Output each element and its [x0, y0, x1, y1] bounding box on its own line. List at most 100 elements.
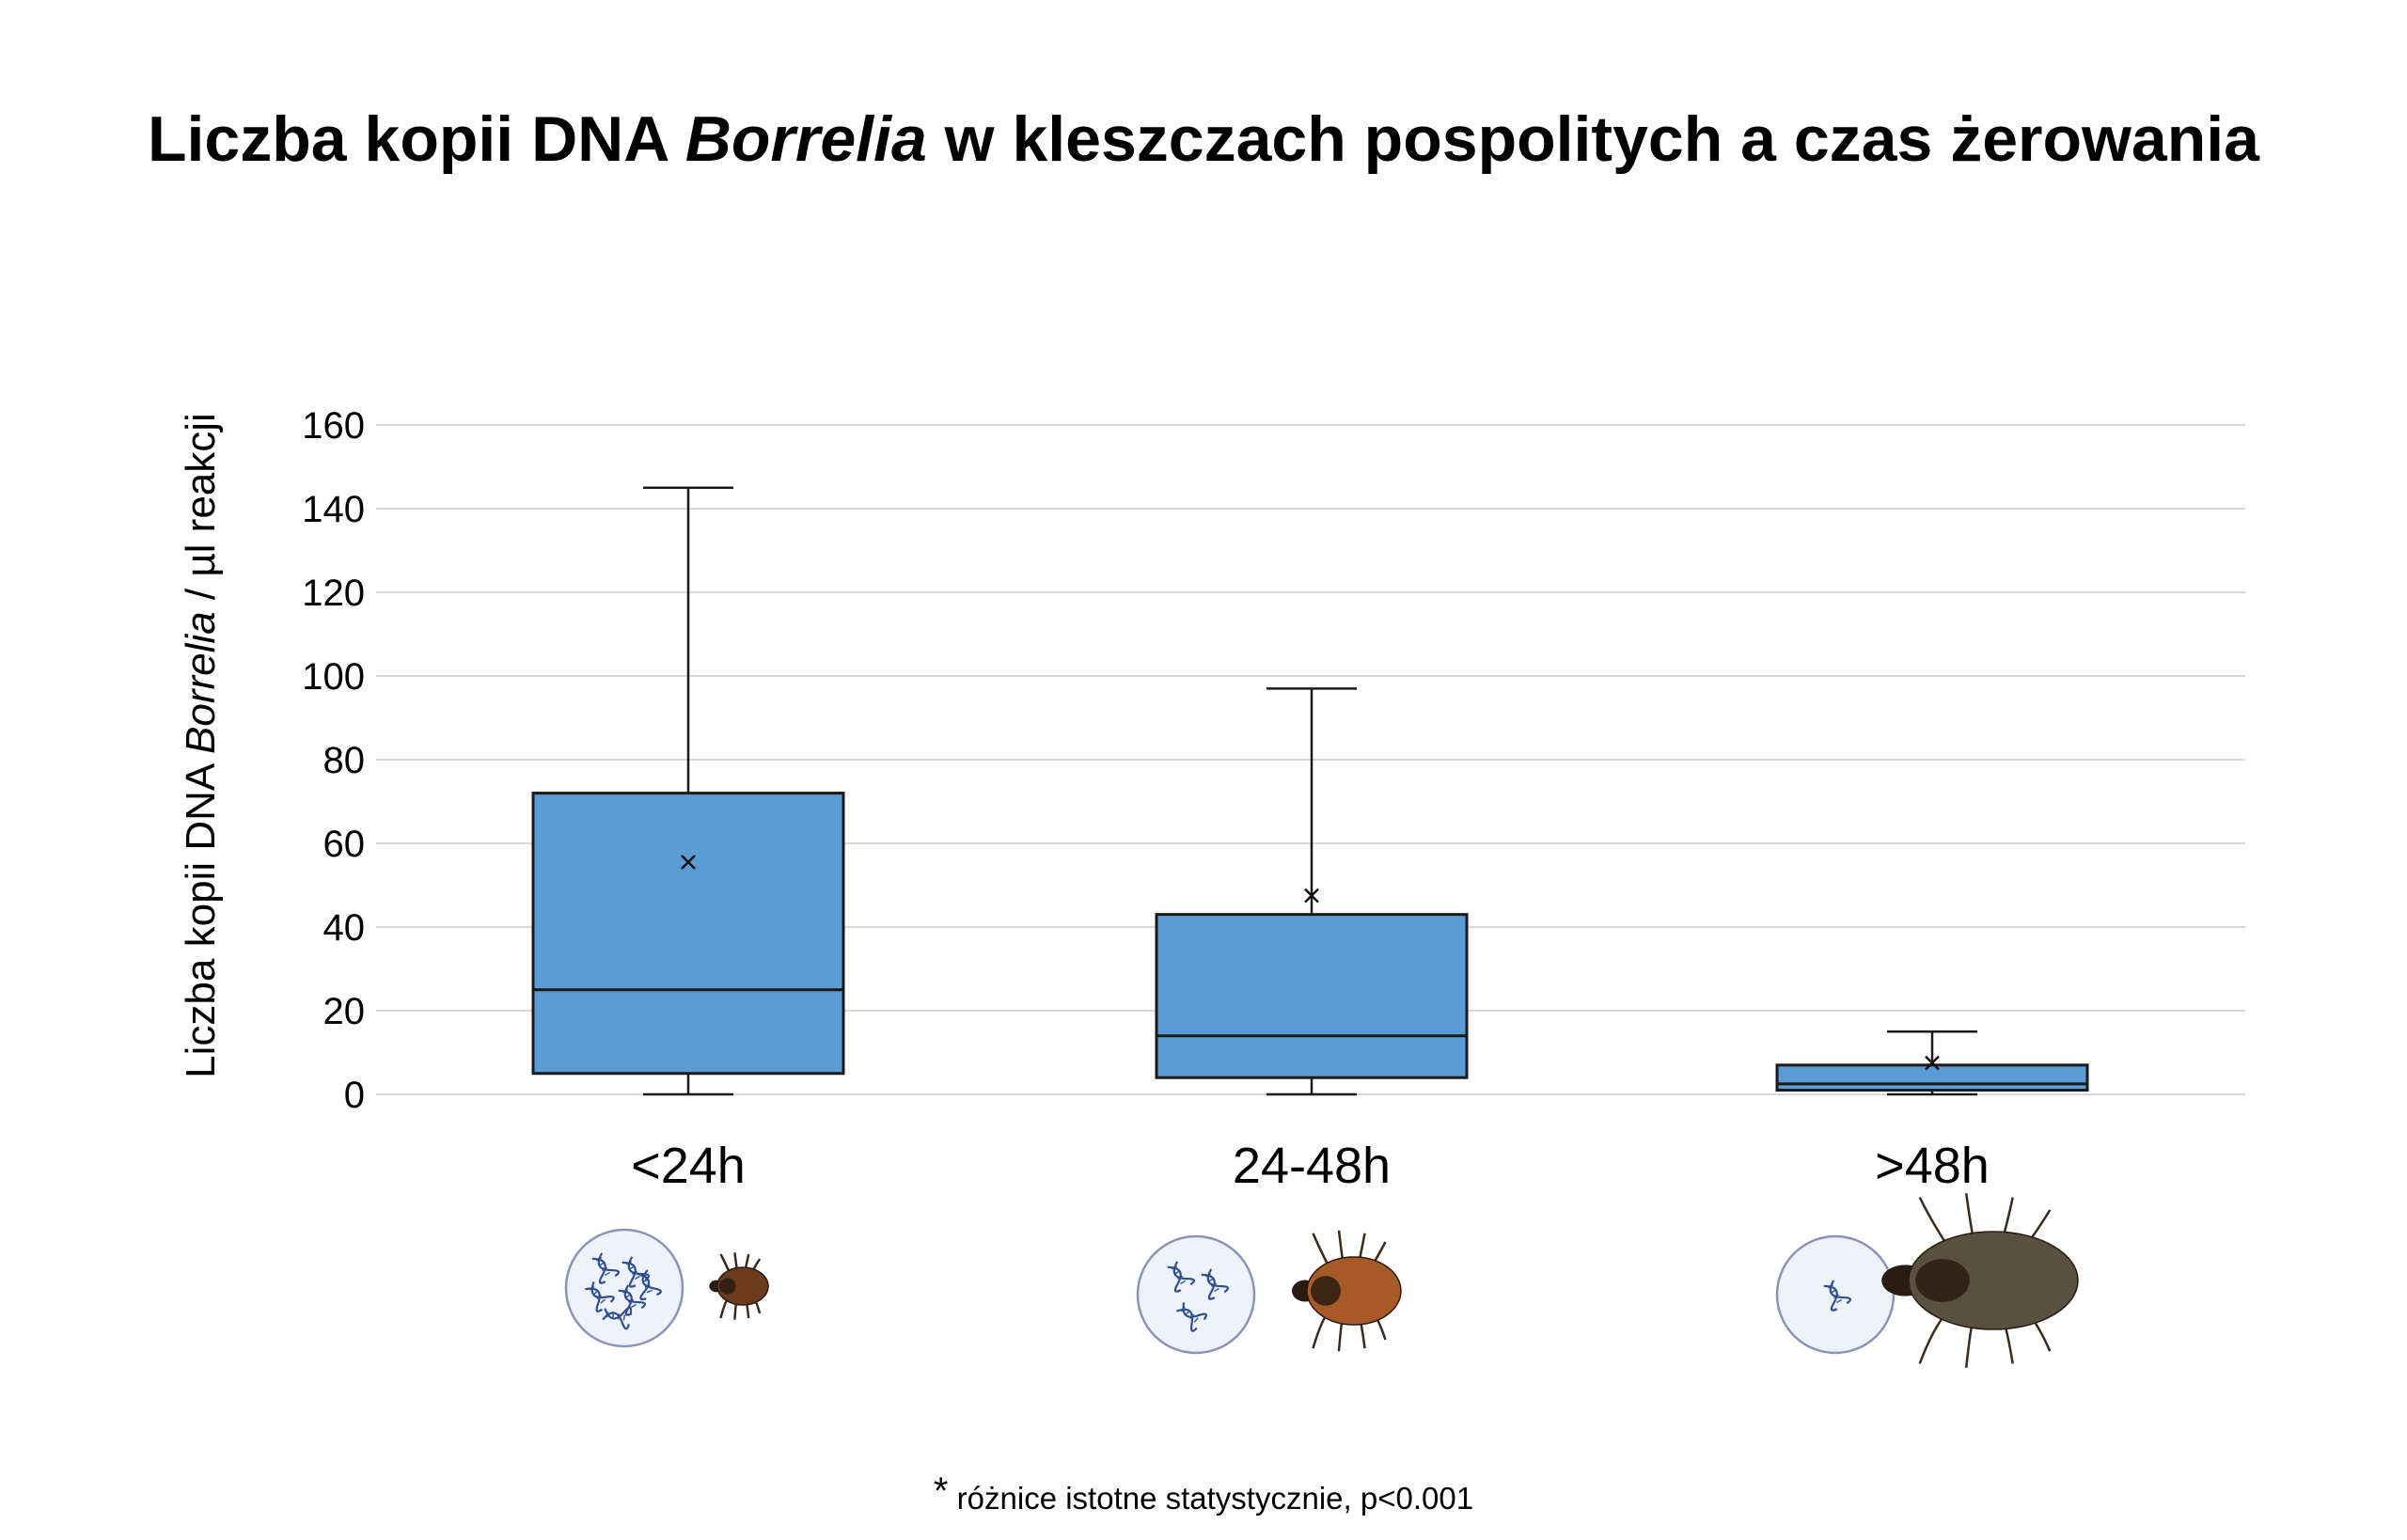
y-axis-label-end: / µl reakcji — [178, 413, 224, 611]
box-iqr — [1775, 1063, 2089, 1092]
dna-icon — [1823, 1280, 1852, 1312]
x-category-label-0: <24h — [631, 1138, 746, 1194]
dna-strand-a — [597, 1252, 621, 1278]
title-text-start: Liczba kopii DNA — [148, 103, 685, 175]
footnote: * różnice istotne statystycznie, p<0.001 — [0, 1472, 2407, 1517]
dna-strand-a — [590, 1281, 615, 1303]
y-axis-label-start: Liczba kopii DNA — [178, 754, 224, 1078]
y-tick-label-40: 40 — [323, 907, 366, 949]
dna-rung-0 — [1828, 1284, 1833, 1289]
dna-strand-b — [1823, 1284, 1838, 1312]
box-1 — [1155, 687, 1469, 1096]
tick-icon — [1292, 1230, 1402, 1352]
dna-rung-3 — [631, 1303, 637, 1309]
dna-strand-a — [623, 1284, 647, 1310]
title-text-end: w kleszczach pospolitych a czas żerowani… — [926, 103, 2259, 175]
dna-rung-2 — [632, 1270, 637, 1275]
mean-marker-stroke-b — [1304, 888, 1319, 904]
dna-strand-b — [621, 1261, 637, 1288]
tick-body — [716, 1266, 769, 1306]
y-axis-label: Liczba kopii DNA Borrelia / µl reakcji — [178, 413, 224, 1078]
dna-strand-b — [1167, 1265, 1182, 1293]
y-tick-label-120: 120 — [302, 573, 365, 614]
x-category-label-2: >48h — [1875, 1138, 1990, 1194]
dna-strand-a — [641, 1269, 662, 1296]
dna-icon — [637, 1269, 662, 1301]
box-2 — [1775, 1030, 2089, 1096]
dna-icon — [1201, 1268, 1230, 1300]
footnote-star: * — [933, 1470, 949, 1512]
dna-rung-3 — [605, 1271, 610, 1277]
dna-strand-b — [1176, 1308, 1198, 1332]
page-title: Liczba kopii DNA Borrelia w kleszczach p… — [0, 102, 2407, 177]
dna-rung-2 — [1833, 1294, 1839, 1298]
y-tick-label-0: 0 — [344, 1075, 365, 1116]
tick-scutum — [1311, 1276, 1341, 1306]
dna-rung-0 — [622, 1289, 628, 1294]
dna-rung-3 — [622, 1314, 626, 1321]
dna-strand-b — [637, 1272, 651, 1301]
dna-rung-0 — [606, 1312, 609, 1318]
box-series — [531, 486, 2089, 1096]
dna-icon — [585, 1281, 615, 1312]
dna-icon — [1176, 1302, 1207, 1332]
dna-rung-1 — [611, 1312, 615, 1319]
dna-rung-2 — [644, 1284, 651, 1288]
dna-icon — [1167, 1261, 1196, 1293]
y-tick-label-100: 100 — [302, 656, 365, 698]
dna-rung-0 — [1180, 1306, 1186, 1312]
tick-body — [1306, 1256, 1402, 1326]
tick-icon — [709, 1252, 769, 1320]
dna-strand-a — [1829, 1280, 1852, 1305]
dna-rung-1 — [1208, 1278, 1214, 1282]
dna-strand-b — [585, 1287, 604, 1312]
dna-icon — [602, 1306, 633, 1330]
dna-rung-1 — [599, 1262, 605, 1266]
dna-circle — [1136, 1234, 1256, 1355]
dna-rung-2 — [1211, 1282, 1217, 1287]
dna-strand-a — [1182, 1302, 1207, 1321]
title-text-italic: Borrelia — [684, 103, 927, 175]
dna-rung-1 — [1185, 1310, 1190, 1316]
dna-strand-a — [1206, 1268, 1230, 1294]
dna-rung-3 — [1214, 1287, 1219, 1293]
dna-rung-0 — [626, 1261, 632, 1265]
dna-rung-2 — [596, 1295, 603, 1299]
dna-strand-a — [1172, 1261, 1196, 1286]
dna-rung-1 — [625, 1294, 631, 1298]
dna-icon — [591, 1252, 621, 1284]
dna-rung-1 — [1174, 1270, 1180, 1275]
dna-rung-1 — [592, 1290, 599, 1296]
dna-rung-0 — [640, 1273, 647, 1278]
dna-strand-b — [602, 1312, 630, 1330]
mean-marker — [1925, 1055, 1940, 1071]
illustration-1 — [1136, 1230, 1402, 1355]
dna-rung-3 — [1836, 1298, 1842, 1304]
y-tick-label-140: 140 — [302, 489, 365, 530]
y-axis-ticks: 0 20 40 60 80 100 120 140 160 — [302, 405, 365, 1116]
tick-scutum — [719, 1278, 736, 1295]
dna-rung-0 — [589, 1285, 595, 1291]
dna-strand-a — [604, 1306, 633, 1320]
y-tick-label-80: 80 — [323, 740, 366, 781]
mean-marker — [1304, 888, 1319, 904]
mean-marker-stroke-b — [681, 855, 696, 870]
dna-rung-0 — [1172, 1265, 1177, 1270]
y-tick-label-60: 60 — [323, 824, 366, 865]
dna-rung-2 — [628, 1298, 634, 1303]
dna-rung-3 — [1180, 1280, 1186, 1285]
dna-rung-2 — [1177, 1275, 1183, 1280]
illustration-2 — [1775, 1193, 2079, 1368]
y-tick-label-160: 160 — [302, 405, 365, 447]
dna-rung-1 — [629, 1265, 635, 1270]
box-0 — [531, 486, 845, 1096]
dna-strand-b — [1201, 1273, 1216, 1300]
dna-rung-3 — [1193, 1317, 1199, 1323]
dna-rung-0 — [1205, 1273, 1211, 1278]
tick-scutum — [1915, 1259, 1970, 1302]
dna-rung-3 — [646, 1289, 653, 1294]
x-axis-categories: <24h 24-48h >48h — [631, 1138, 1990, 1194]
y-axis-label-italic: Borrelia — [178, 611, 224, 754]
tick-illustrations — [564, 1193, 2079, 1368]
